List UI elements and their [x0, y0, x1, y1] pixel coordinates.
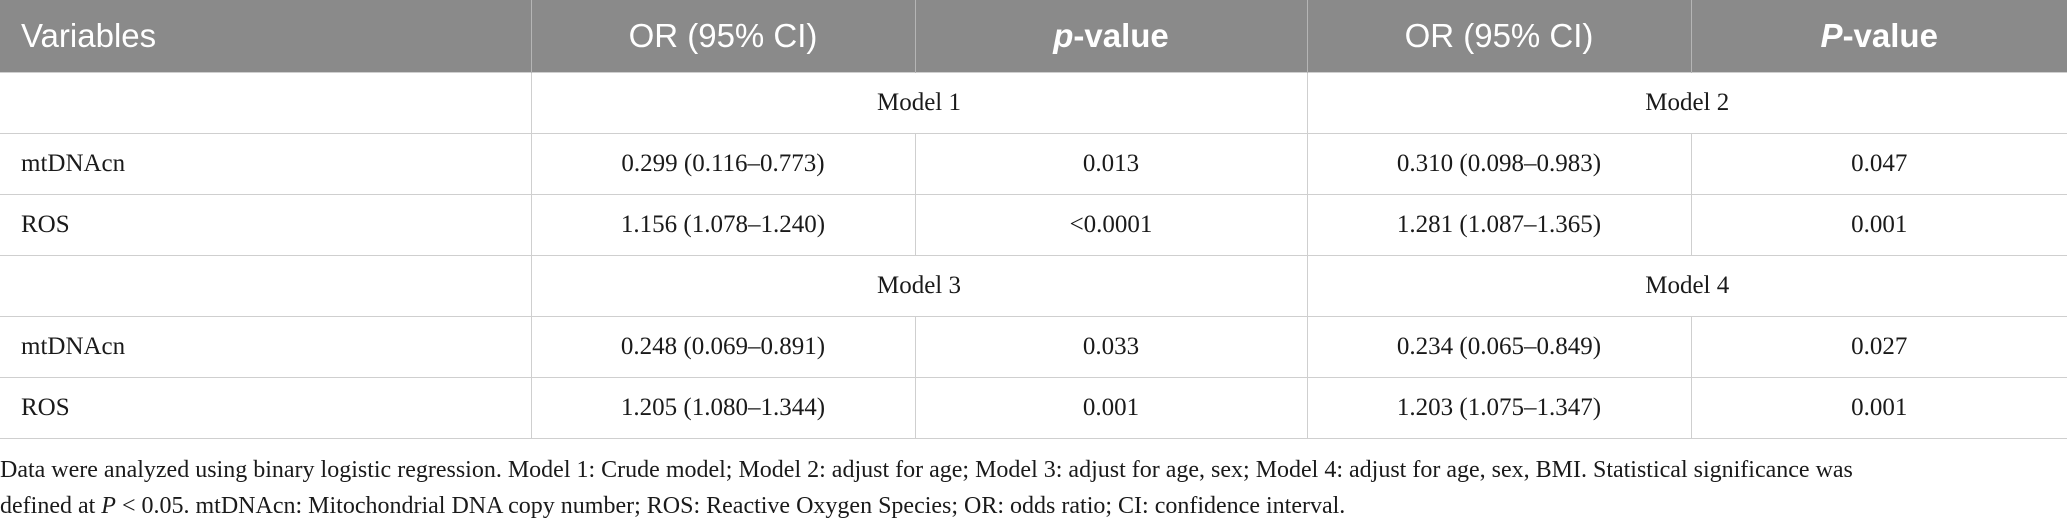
- table-footnote: Data were analyzed using binary logistic…: [0, 452, 2060, 524]
- or-cell: 0.310 (0.098–0.983): [1306, 132, 1692, 195]
- footnote-line-2: defined at P < 0.05. mtDNAcn: Mitochondr…: [0, 488, 2060, 524]
- model-label-left: Model 1: [530, 71, 1308, 134]
- header-or-left: OR (95% CI): [530, 0, 915, 72]
- model-label-left: Model 3: [530, 254, 1308, 317]
- header-p-right: P-value: [1690, 0, 2067, 72]
- footnote-line-1: Data were analyzed using binary logistic…: [0, 457, 1853, 483]
- model-label-right: Model 4: [1306, 254, 2067, 317]
- table-row: mtDNAcn 0.299 (0.116–0.773) 0.013 0.310 …: [0, 132, 2067, 195]
- header-or-right: OR (95% CI): [1306, 0, 1691, 72]
- header-p-right-italic: P: [1820, 16, 1843, 54]
- results-table: Variables OR (95% CI) p-value OR (95% CI…: [0, 0, 2067, 439]
- or-cell: 0.234 (0.065–0.849): [1306, 315, 1692, 378]
- p-cell: 0.027: [1690, 315, 2067, 378]
- variable-cell: mtDNAcn: [0, 132, 532, 195]
- model-row-blank: [0, 254, 532, 317]
- header-variables: Variables: [21, 16, 157, 54]
- table-row: ROS 1.205 (1.080–1.344) 0.001 1.203 (1.0…: [0, 376, 2067, 439]
- p-cell: 0.001: [914, 376, 1308, 439]
- header-row: Variables OR (95% CI) p-value OR (95% CI…: [0, 0, 2067, 72]
- p-cell: 0.001: [1690, 376, 2067, 439]
- footnote-line-2-start: defined at: [0, 493, 102, 519]
- header-p-right-rest: -value: [1842, 16, 1938, 54]
- or-cell: 1.156 (1.078–1.240): [530, 193, 916, 256]
- header-p-left-rest: -value: [1073, 16, 1169, 54]
- model-row: Model 3 Model 4: [0, 254, 2067, 317]
- or-cell: 0.299 (0.116–0.773): [530, 132, 916, 195]
- model-label-right: Model 2: [1306, 71, 2067, 134]
- or-cell: 1.203 (1.075–1.347): [1306, 376, 1692, 439]
- p-cell: 0.013: [914, 132, 1308, 195]
- model-row: Model 1 Model 2: [0, 71, 2067, 134]
- header-p-left: p-value: [914, 0, 1307, 72]
- variable-cell: ROS: [0, 193, 532, 256]
- variable-cell: ROS: [0, 376, 532, 439]
- p-cell: <0.0001: [914, 193, 1308, 256]
- variable-cell: mtDNAcn: [0, 315, 532, 378]
- model-row-blank: [0, 71, 532, 134]
- table-row: mtDNAcn 0.248 (0.069–0.891) 0.033 0.234 …: [0, 315, 2067, 378]
- p-cell: 0.001: [1690, 193, 2067, 256]
- or-cell: 1.281 (1.087–1.365): [1306, 193, 1692, 256]
- p-cell: 0.047: [1690, 132, 2067, 195]
- footnote-line-2-end: < 0.05. mtDNAcn: Mitochondrial DNA copy …: [115, 493, 1346, 519]
- or-cell: 0.248 (0.069–0.891): [530, 315, 916, 378]
- footnote-p-italic: P: [101, 493, 116, 519]
- table-row: ROS 1.156 (1.078–1.240) <0.0001 1.281 (1…: [0, 193, 2067, 256]
- header-p-left-italic: p: [1053, 16, 1074, 54]
- or-cell: 1.205 (1.080–1.344): [530, 376, 916, 439]
- p-cell: 0.033: [914, 315, 1308, 378]
